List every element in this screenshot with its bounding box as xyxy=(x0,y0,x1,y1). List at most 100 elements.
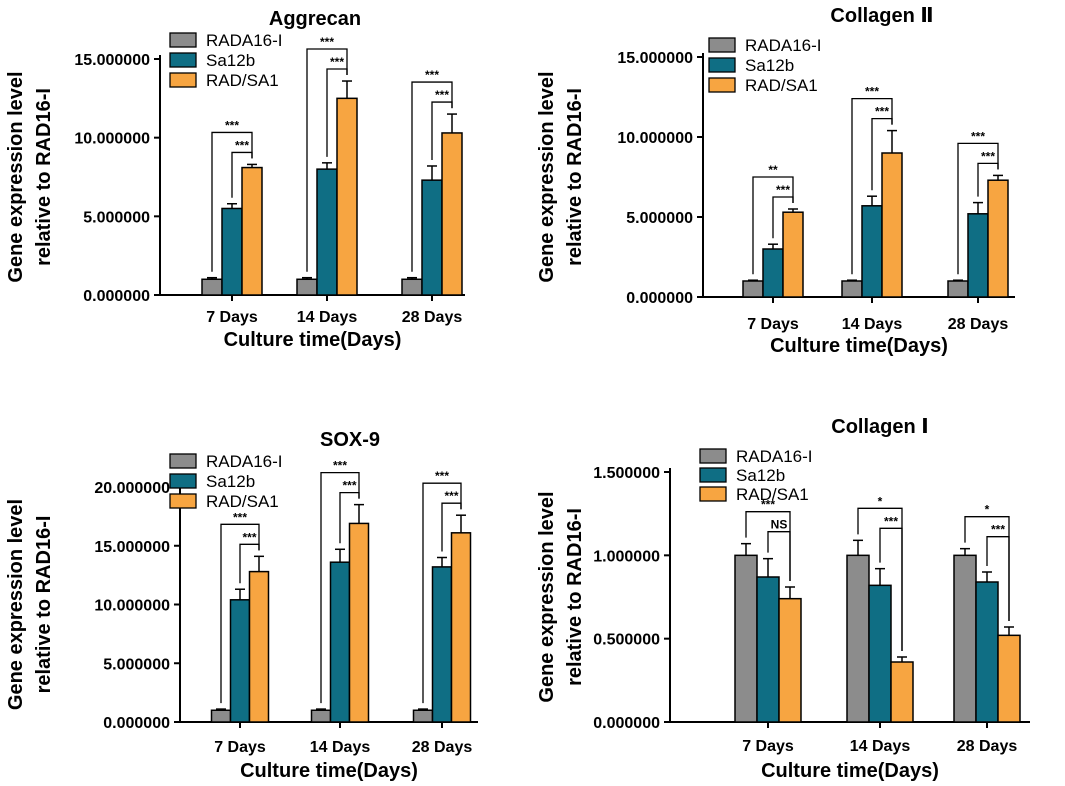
bar-rad-sa1 xyxy=(778,597,802,723)
significance-bracket xyxy=(320,471,360,704)
chart-panel-3: SOX-9 Gene expression level relative to RA… xyxy=(5,429,478,782)
y-tick-label: 5.000000 xyxy=(103,656,170,673)
significance-label: *** xyxy=(971,129,985,143)
legend-swatch xyxy=(708,37,736,53)
y-tick-label: 5.000000 xyxy=(83,209,150,226)
bar-sa12b xyxy=(861,205,883,298)
bar-rada16-i xyxy=(742,280,764,298)
bar-sa12b xyxy=(229,599,251,723)
legend-label: RADA16-I xyxy=(206,31,283,50)
y-tick-label: 5.000000 xyxy=(626,210,693,227)
significance-bracket xyxy=(306,48,348,272)
x-tick-label: 7 Days xyxy=(742,738,794,755)
significance-label: *** xyxy=(233,510,247,524)
y-tick-label: 10.000000 xyxy=(94,598,170,615)
y-tick-label: 15.000000 xyxy=(94,539,170,556)
bar-rada16-i xyxy=(734,554,758,723)
x-tick-label: 14 Days xyxy=(297,309,358,326)
legend-label: RADA16-I xyxy=(206,452,283,471)
y-tick-label: 15.000000 xyxy=(74,52,150,69)
chart-title: SOX-9 xyxy=(320,429,380,451)
legend-label: RAD/SA1 xyxy=(736,485,809,504)
significance-label: *** xyxy=(875,105,889,119)
legend-label: Sa12b xyxy=(206,472,255,491)
significance-label: *** xyxy=(235,138,249,152)
bar-rad-sa1 xyxy=(336,97,358,296)
legend-swatch xyxy=(169,493,197,509)
legend-swatch xyxy=(169,473,197,489)
significance-bracket xyxy=(851,97,893,275)
significance-bracket xyxy=(220,523,260,704)
bar-sa12b xyxy=(316,168,338,296)
significance-bracket xyxy=(767,531,791,581)
legend-swatch xyxy=(169,72,197,88)
significance-label: *** xyxy=(435,469,449,483)
bar-rada16-i xyxy=(210,709,232,723)
significance-bracket xyxy=(957,142,999,275)
significance-label: ** xyxy=(768,163,778,177)
x-axis-title: Culture time(Days) xyxy=(240,760,418,782)
legend-label: RADA16-I xyxy=(736,447,813,466)
significance-label: *** xyxy=(991,523,1005,537)
legend-swatch xyxy=(699,467,727,483)
y-axis-title-line-2: relative to RAD16-I xyxy=(564,88,586,266)
bar-sa12b xyxy=(762,248,784,298)
significance-label: *** xyxy=(242,530,256,544)
y-axis-title-line-2: relative to RAD16-I xyxy=(33,88,55,266)
x-tick-label: 28 Days xyxy=(402,309,463,326)
bar-sa12b xyxy=(431,566,453,723)
x-tick-label: 14 Days xyxy=(310,739,371,756)
significance-label: *** xyxy=(981,149,995,163)
significance-bracket xyxy=(772,196,794,239)
significance-bracket xyxy=(441,502,462,552)
significance-label: *** xyxy=(425,68,439,82)
significance-label: *** xyxy=(435,88,449,102)
significance-label: *** xyxy=(225,118,239,132)
legend-swatch xyxy=(708,57,736,73)
chart-title: Collagen Ⅱ xyxy=(830,5,933,27)
x-tick-label: 7 Days xyxy=(747,316,799,333)
x-tick-label: 28 Days xyxy=(948,316,1009,333)
bar-rad-sa1 xyxy=(890,661,914,723)
y-tick-label: 0.000000 xyxy=(626,290,693,307)
bar-rad-sa1 xyxy=(881,152,903,298)
bar-rada16-i xyxy=(296,278,318,296)
x-tick-label: 14 Days xyxy=(842,316,903,333)
y-tick-label: 20.000000 xyxy=(94,480,170,497)
legend-label: Sa12b xyxy=(206,51,255,70)
y-axis-title-line-2: relative to RAD16-I xyxy=(33,516,55,694)
significance-bracket xyxy=(339,491,360,544)
bar-sa12b xyxy=(221,207,243,296)
y-tick-label: 1.500000 xyxy=(593,465,660,482)
y-tick-label: 0.000000 xyxy=(103,715,170,732)
significance-label: *** xyxy=(884,514,898,528)
y-tick-label: 15.000000 xyxy=(617,50,693,67)
x-axis-title: Culture time(Days) xyxy=(770,335,948,357)
legend-swatch xyxy=(708,77,736,93)
significance-bracket xyxy=(211,131,253,272)
bar-rad-sa1 xyxy=(441,132,463,296)
x-tick-label: 28 Days xyxy=(957,738,1018,755)
significance-bracket xyxy=(431,101,453,160)
x-axis-title: Culture time(Days) xyxy=(224,329,402,351)
bar-rada16-i xyxy=(846,554,870,723)
y-tick-label: 10.000000 xyxy=(617,130,693,147)
significance-bracket xyxy=(879,527,903,651)
y-tick-label: 0.000000 xyxy=(83,288,150,305)
bar-rada16-i xyxy=(401,278,423,296)
y-axis-title-line-2: relative to RAD16-I xyxy=(564,508,586,686)
significance-label: *** xyxy=(865,85,879,99)
chart-title: Aggrecan xyxy=(269,8,361,30)
legend-label: RAD/SA1 xyxy=(745,76,818,95)
legend-label: RADA16-I xyxy=(745,36,822,55)
legend-label: Sa12b xyxy=(736,466,785,485)
chart-panel-4: Collagen Ⅰ Gene expression level relative … xyxy=(536,416,1030,782)
bar-rad-sa1 xyxy=(248,570,270,723)
y-axis-title-line-1: Gene expression level xyxy=(536,491,558,702)
significance-label: * xyxy=(985,503,990,517)
significance-bracket xyxy=(231,151,253,198)
significance-bracket xyxy=(752,176,794,275)
bar-rada16-i xyxy=(412,709,434,723)
bar-rada16-i xyxy=(310,709,332,723)
significance-label: NS xyxy=(771,518,788,532)
